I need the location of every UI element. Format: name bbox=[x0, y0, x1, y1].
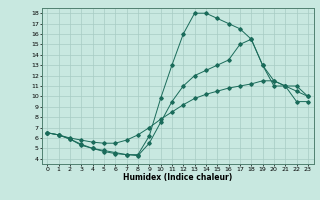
X-axis label: Humidex (Indice chaleur): Humidex (Indice chaleur) bbox=[123, 173, 232, 182]
